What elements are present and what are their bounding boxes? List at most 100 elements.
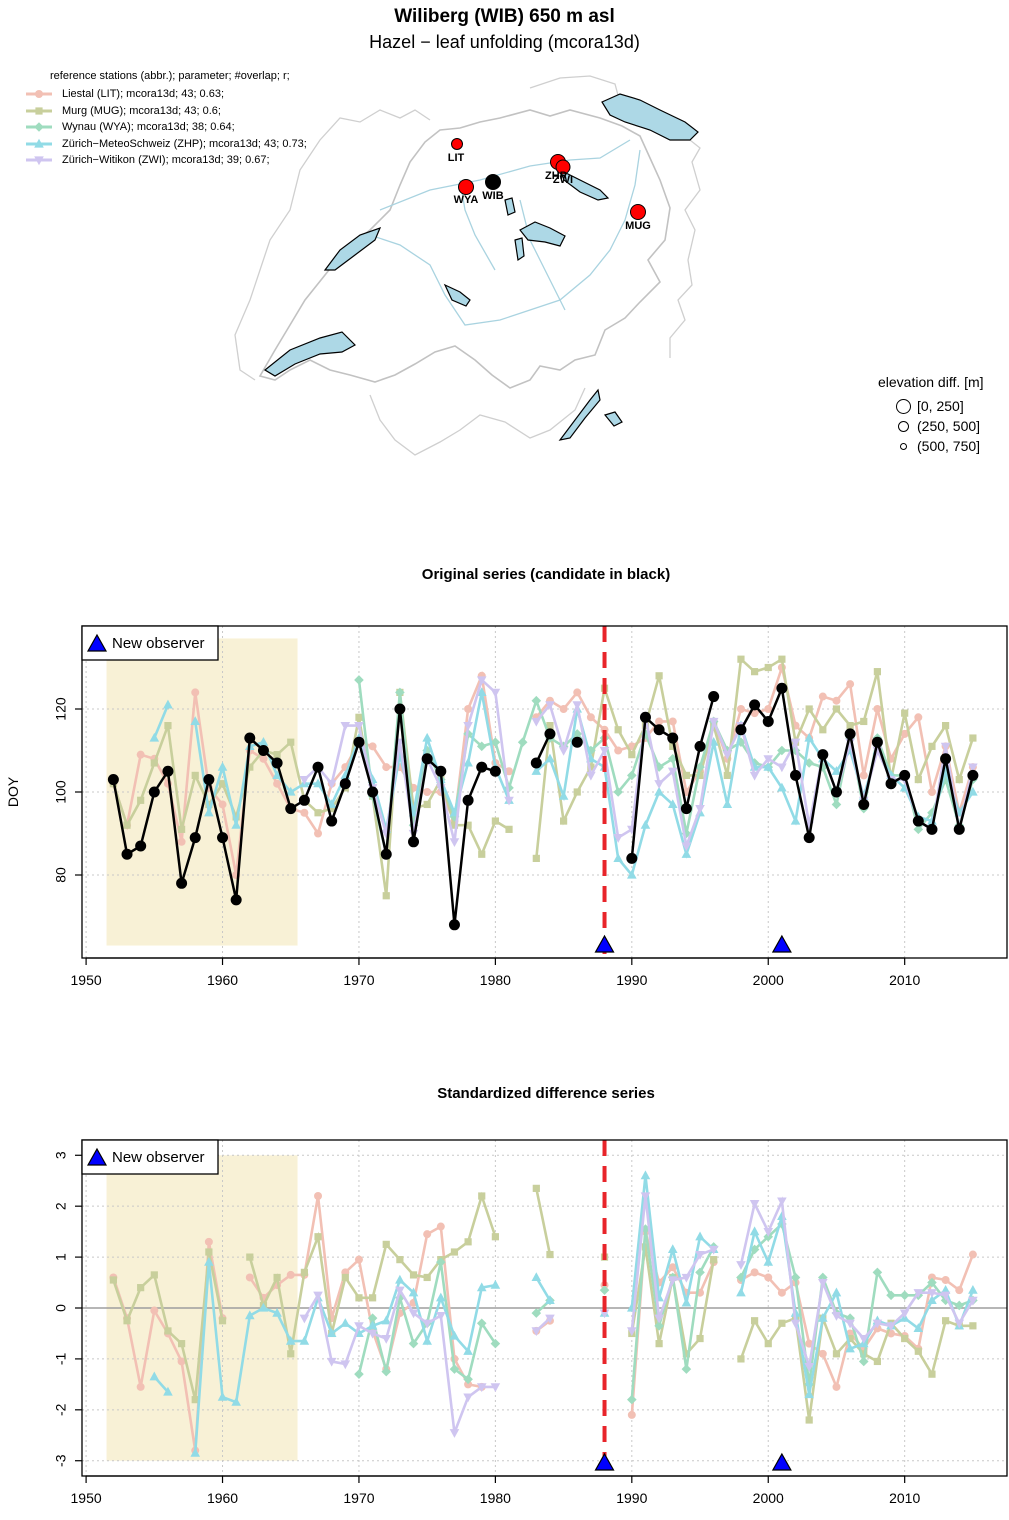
chart2-title: Standardized difference series (437, 1085, 655, 1102)
data-point (940, 1284, 951, 1294)
data-point (627, 1410, 636, 1419)
data-point (464, 705, 473, 713)
data-point (560, 817, 568, 825)
data-point (818, 1312, 828, 1322)
lake-constance (601, 93, 699, 141)
data-point (667, 767, 678, 777)
data-point (818, 692, 827, 701)
data-point (927, 1273, 936, 1282)
data-point (367, 1313, 378, 1323)
y-axis-label: DOY (5, 776, 21, 807)
y-tick-label: 0 (53, 1304, 69, 1312)
data-point (273, 779, 282, 788)
data-point (232, 813, 240, 821)
data-point (246, 1253, 254, 1261)
data-point (818, 1278, 828, 1288)
data-point (298, 794, 310, 806)
data-point (680, 803, 692, 815)
elevation-circle-large (896, 398, 911, 414)
legend-label: Liestal (LIT); mcora13d; 43; 0.63; (62, 88, 225, 101)
data-point (968, 1296, 978, 1306)
data-point (341, 1273, 349, 1282)
data-point (395, 1274, 405, 1284)
series-line (303, 677, 511, 843)
station-marker-zwi (555, 159, 571, 175)
y-tick-label: 3 (53, 1151, 69, 1159)
data-point (545, 1295, 555, 1304)
data-point (163, 1386, 173, 1396)
data-point (355, 713, 363, 721)
legend-label: Zürich−MeteoSchweiz (ZHP); mcora13d; 43;… (62, 137, 307, 150)
data-point (708, 691, 720, 703)
data-point (927, 788, 936, 796)
legend-marker (35, 107, 43, 115)
data-point (382, 892, 390, 900)
data-point (162, 765, 174, 777)
data-point (463, 1346, 473, 1355)
series-line (535, 1276, 552, 1302)
data-point (164, 722, 172, 730)
data-point (395, 687, 405, 698)
data-point (899, 1290, 910, 1301)
data-point (476, 1282, 487, 1292)
data-point (546, 1250, 554, 1259)
data-point (667, 732, 679, 744)
elevation-circle-medium (898, 420, 909, 432)
data-point (354, 675, 364, 685)
data-point (314, 1233, 322, 1241)
data-point (476, 761, 488, 773)
data-point (641, 1243, 650, 1251)
data-point (558, 790, 569, 800)
lake-small (504, 197, 516, 216)
data-point (176, 877, 188, 889)
data-point (955, 1286, 964, 1295)
data-point (668, 1263, 677, 1272)
legend-triangle-icon (86, 633, 108, 652)
data-point (218, 780, 227, 788)
data-point (777, 782, 787, 792)
x-tick-label: 1950 (71, 1490, 102, 1506)
data-point (803, 832, 815, 844)
data-point (901, 709, 909, 717)
data-point (736, 705, 745, 713)
data-point (230, 894, 242, 906)
data-point (941, 1276, 950, 1284)
data-point (722, 751, 733, 760)
data-point (736, 1287, 746, 1297)
legend-item: Murg (MUG); mcora13d; 43; 0.6; (24, 103, 307, 120)
new-observer-marker (594, 934, 615, 953)
data-point (545, 1314, 555, 1324)
data-point (367, 786, 379, 798)
data-point (736, 1261, 746, 1270)
station-label-lit: LIT (448, 152, 465, 164)
data-point (191, 1396, 199, 1404)
data-point (846, 680, 855, 689)
page-subtitle: Hazel − leaf unfolding (mcora13d) (369, 32, 640, 52)
data-point (682, 771, 690, 779)
data-point (667, 754, 678, 764)
data-point (559, 705, 568, 713)
data-point (627, 1394, 637, 1405)
data-point (107, 774, 119, 786)
series-line (153, 704, 170, 739)
series-line (739, 683, 975, 838)
data-point (177, 1357, 186, 1366)
data-point (382, 1240, 390, 1248)
data-point (217, 832, 229, 844)
x-tick-label: 1970 (343, 1490, 374, 1506)
data-point (300, 808, 309, 817)
data-point (640, 1170, 651, 1180)
new-observer-marker (771, 934, 792, 953)
data-point (448, 919, 460, 931)
x-tick-label: 1990 (616, 972, 647, 988)
data-point (928, 742, 936, 750)
data-point (436, 1257, 446, 1267)
data-point (421, 753, 433, 765)
data-point (845, 1343, 855, 1353)
y-tick-label: -1 (53, 1352, 69, 1365)
data-point (272, 770, 282, 779)
data-point (940, 1291, 951, 1301)
series-1 (109, 1184, 977, 1424)
data-point (860, 717, 868, 726)
data-point (628, 751, 636, 759)
